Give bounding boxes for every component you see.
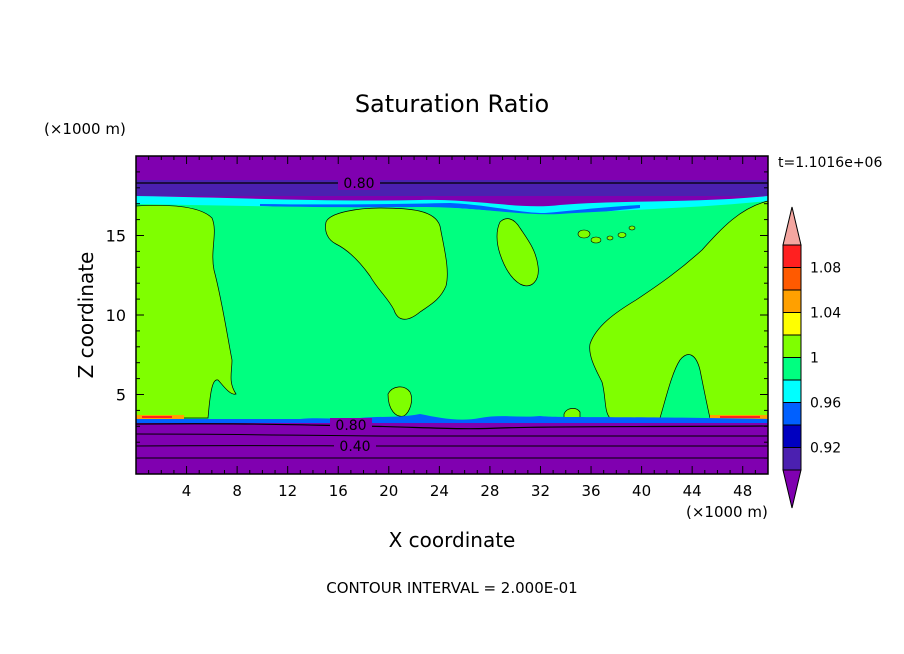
x-tick-label: 48 [733,482,752,500]
x-tick-label: 24 [430,482,449,500]
x-tick-label: 20 [379,482,398,500]
colorbar-box [782,379,802,403]
x-tick-label: 16 [329,482,348,500]
colorbar-box [782,289,802,313]
contour-label-lower-1: 0.80 [335,418,366,434]
colorbar-box [782,267,802,291]
colorbar-box [782,244,802,268]
colorbar-box [782,424,802,448]
y-unit-label: (×1000 m) [44,120,126,138]
x-tick-label: 4 [182,482,192,500]
colorbar-label: 1.08 [810,261,841,277]
y-tick-label: 5 [116,386,126,405]
x-unit-label: (×1000 m) [686,503,768,521]
colorbar-bottom-arrow [782,469,802,509]
colorbar-box [782,312,802,336]
y-tick-label: 15 [106,227,126,246]
green-blob-small [496,218,539,287]
colorbar-label: 1 [810,351,819,367]
colorbar: 1.08 1.04 1 0.96 0.92 [782,206,841,509]
green-blob-bottom-right [563,408,581,419]
x-tick-label: 36 [581,482,600,500]
colorbar-box [782,334,802,358]
contour-line-lower-2 [136,433,768,437]
x-tick-label: 8 [232,482,242,500]
y-axis-label: Z coordinate [74,252,98,379]
chart-title: Saturation Ratio [355,90,549,118]
x-tick-label: 12 [278,482,297,500]
colorbar-label: 0.92 [810,441,841,457]
colorbar-label: 0.96 [810,396,841,412]
y-axis: 5 10 15 [106,171,768,459]
red-strip-right [720,416,760,418]
contour-label-lower-2: 0.40 [339,439,370,455]
green-blob-right [589,200,768,419]
green-blob-left [136,204,237,419]
x-tick-label: 32 [531,482,550,500]
contour-line-lower-1 [136,423,768,430]
time-label: t=1.1016e+06 [778,155,882,171]
colorbar-box [782,357,802,381]
upper-darkblue-band [136,180,768,196]
contour-label-group: 0.80 0.80 0.40 [330,175,380,455]
contour-interval-footer: CONTOUR INTERVAL = 2.000E-01 [326,579,577,597]
green-blob-center [325,207,448,320]
x-tick-label: 44 [683,482,702,500]
lower-blue-edge [136,414,768,423]
x-tick-label: 40 [632,482,651,500]
red-strip-left [142,416,172,418]
contour-label-upper: 0.80 [343,176,374,192]
colorbar-box [782,447,802,471]
y-tick-label: 10 [106,306,126,325]
speckle-group [577,225,636,244]
contour-field [136,156,768,474]
blue-band [260,203,640,216]
colorbar-label: 1.04 [810,306,841,322]
x-axis-label: X coordinate [389,528,516,552]
x-axis: 4 8 12 16 20 24 28 32 36 40 44 48 [148,156,756,500]
colorbar-top-arrow [782,206,802,246]
x-tick-label: 28 [480,482,499,500]
green-blob-bottom [387,386,412,417]
colorbar-box [782,402,802,426]
